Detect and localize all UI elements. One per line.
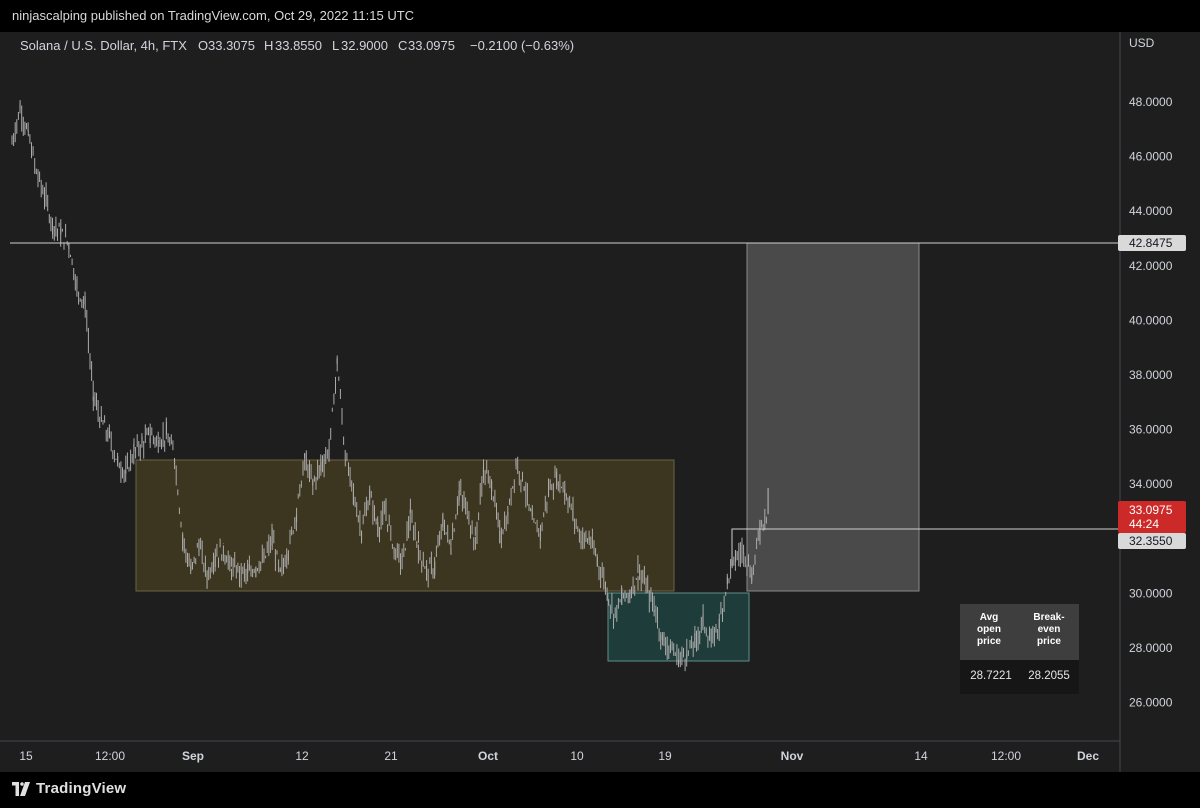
avg-open-header-line: Avg	[979, 612, 999, 623]
price-tick-label: 46.0000	[1129, 150, 1173, 164]
legend-open-value: 33.3075	[208, 38, 255, 53]
price-tick-label: 40.0000	[1129, 313, 1173, 327]
consolidation-zone	[135, 459, 675, 592]
candle-countdown-label: 44:24	[1129, 517, 1159, 531]
legend-high-value: 33.8550	[275, 38, 322, 53]
price-tick-label: 42.0000	[1129, 259, 1173, 273]
publish-info: ninjascalping published on TradingView.c…	[12, 8, 415, 23]
price-tick-label: 36.0000	[1129, 423, 1173, 437]
time-tick-label: Sep	[182, 749, 204, 763]
footer-bar: TradingView	[0, 772, 1200, 808]
target-level-label-bg	[1118, 235, 1186, 251]
entry-level-line	[731, 528, 1120, 566]
legend-close-value: 33.0975	[408, 38, 455, 53]
avg-open-header-line: open	[977, 624, 1001, 635]
price-tick-label: 26.0000	[1129, 696, 1173, 710]
time-tick-label: Nov	[781, 749, 804, 763]
legend-low-value: 32.9000	[341, 38, 388, 53]
time-tick-label: Oct	[478, 749, 498, 763]
legend-low-label: L	[332, 38, 339, 53]
avg-open-header-line: price	[977, 636, 1001, 647]
current-price-label-bg	[1118, 501, 1186, 533]
break-even-header-line: price	[1037, 636, 1061, 647]
target-level-label: 42.8475	[1129, 236, 1173, 250]
legend-symbol: Solana / U.S. Dollar, 4h, FTX	[20, 38, 187, 53]
price-axis-background	[1120, 32, 1200, 772]
break-even-price-header: Break- even price	[1020, 612, 1078, 648]
price-chart[interactable]: 48.0000 46.0000 44.0000 42.0000 40.0000 38.00…	[0, 32, 1200, 772]
avg-open-price-header: Avg open price	[960, 612, 1018, 648]
time-tick-label: 21	[384, 749, 398, 763]
tradingview-brand: TradingView	[36, 780, 127, 797]
avg-open-price-value: 28.7221	[970, 670, 1012, 682]
break-even-price-value: 28.2055	[1028, 670, 1070, 682]
currency-label: USD	[1129, 36, 1155, 50]
time-tick-label: Dec	[1077, 749, 1099, 763]
position-info-box: Avg open price Break- even price 28.7221…	[960, 604, 1079, 694]
break-even-header-line: Break-	[1033, 612, 1065, 623]
time-tick-label: 14	[914, 749, 928, 763]
current-price-label: 33.0975	[1129, 503, 1173, 517]
publish-header: ninjascalping published on TradingView.c…	[0, 0, 1200, 32]
legend-high-label: H	[264, 38, 273, 53]
price-tick-label: 44.0000	[1129, 204, 1173, 218]
time-tick-label: 12:00	[95, 749, 125, 763]
time-tick-label: 12:00	[991, 749, 1021, 763]
legend-change: −0.2100 (−0.63%)	[470, 38, 574, 53]
time-tick-label: 19	[658, 749, 672, 763]
time-tick-label: 12	[295, 749, 309, 763]
price-tick-label: 30.0000	[1129, 586, 1173, 600]
break-even-header-line: even	[1037, 624, 1061, 635]
price-tick-label: 34.0000	[1129, 477, 1173, 491]
time-tick-label: 15	[19, 749, 33, 763]
tradingview-logo-icon	[12, 782, 30, 796]
entry-level-label-bg	[1118, 533, 1186, 549]
price-tick-label: 38.0000	[1129, 368, 1173, 382]
position-info-header	[960, 604, 1079, 660]
price-tick-label: 28.0000	[1129, 641, 1173, 655]
target-zone	[746, 242, 920, 592]
time-tick-label: 10	[570, 749, 584, 763]
legend-close-label: C	[398, 38, 407, 53]
legend-open-label: O	[198, 38, 208, 53]
price-tick-label: 48.0000	[1129, 95, 1173, 109]
entry-level-label: 32.3550	[1129, 534, 1173, 548]
